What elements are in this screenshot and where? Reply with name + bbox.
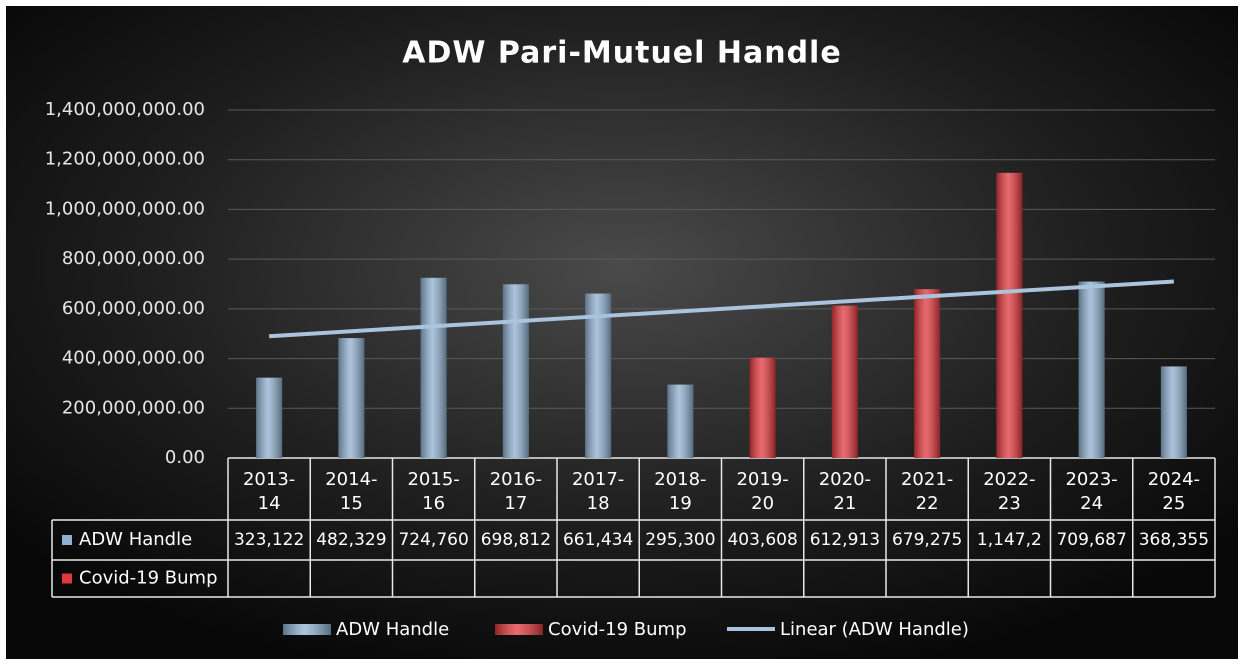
bar-sheen <box>585 293 612 458</box>
legend-swatch-sheen <box>495 624 543 635</box>
bar-sheen <box>338 338 365 458</box>
x-tick-label: 2015-16 <box>407 469 459 514</box>
bar-sheen <box>256 377 283 458</box>
y-tick-label: 1,000,000,000.00 <box>45 198 205 219</box>
bar-sheen <box>749 357 776 458</box>
x-tick-label: 2018-19 <box>654 469 706 514</box>
legend-swatch-sheen <box>283 624 331 635</box>
x-tick-label: 2020-21 <box>819 469 871 514</box>
bar-sheen <box>420 277 447 458</box>
x-tick-label: 2023-24 <box>1065 469 1117 514</box>
data-label: 709,687 <box>1056 530 1126 550</box>
x-tick-label: 2017-18 <box>572 469 624 514</box>
chart-title: ADW Pari-Mutuel Handle <box>402 36 841 71</box>
data-label: 295,300 <box>645 530 715 550</box>
data-label: 698,812 <box>481 530 551 550</box>
y-tick-label: 0.00 <box>165 447 205 468</box>
x-tick-label: 2021-22 <box>901 469 953 514</box>
data-label: 612,913 <box>810 530 880 550</box>
bar-sheen <box>1078 281 1105 458</box>
background <box>6 6 1238 659</box>
data-label: 1,147,2 <box>977 530 1042 550</box>
trendline <box>269 279 1175 339</box>
series-label: ADW Handle <box>79 529 192 550</box>
legend-key <box>62 573 72 584</box>
legend-key <box>62 535 72 545</box>
bar-sheen <box>914 289 941 458</box>
data-label: 368,355 <box>1139 530 1209 550</box>
y-tick-label: 1,400,000,000.00 <box>45 99 205 120</box>
data-label: 679,275 <box>892 530 962 550</box>
bar-sheen <box>996 172 1023 458</box>
y-tick-label: 200,000,000.00 <box>62 397 205 418</box>
x-tick-label: 2013-14 <box>243 469 295 514</box>
x-tick-label: 2014-15 <box>325 469 377 514</box>
legend-label: ADW Handle <box>336 619 449 640</box>
data-label: 323,122 <box>234 530 304 550</box>
x-tick-label: 2016-17 <box>490 469 542 514</box>
legend-label: Covid-19 Bump <box>548 619 687 640</box>
y-tick-label: 600,000,000.00 <box>62 298 205 319</box>
y-tick-label: 800,000,000.00 <box>62 248 205 269</box>
legend-label: Linear (ADW Handle) <box>780 619 969 640</box>
bar-sheen <box>667 384 694 458</box>
bar-sheen <box>502 284 529 458</box>
series-label: Covid-19 Bump <box>79 568 218 589</box>
bar-sheen <box>1160 366 1187 458</box>
x-tick-label: 2019-20 <box>736 469 788 514</box>
data-label: 482,329 <box>316 530 386 550</box>
x-tick-label: 2022-23 <box>983 469 1035 514</box>
y-tick-label: 400,000,000.00 <box>62 348 205 369</box>
bar-sheen <box>831 305 858 458</box>
data-label: 661,434 <box>563 530 633 550</box>
data-label: 403,608 <box>727 530 797 550</box>
y-tick-label: 1,200,000,000.00 <box>45 149 205 170</box>
x-tick-label: 2024-25 <box>1148 469 1200 514</box>
data-label: 724,760 <box>398 530 468 550</box>
